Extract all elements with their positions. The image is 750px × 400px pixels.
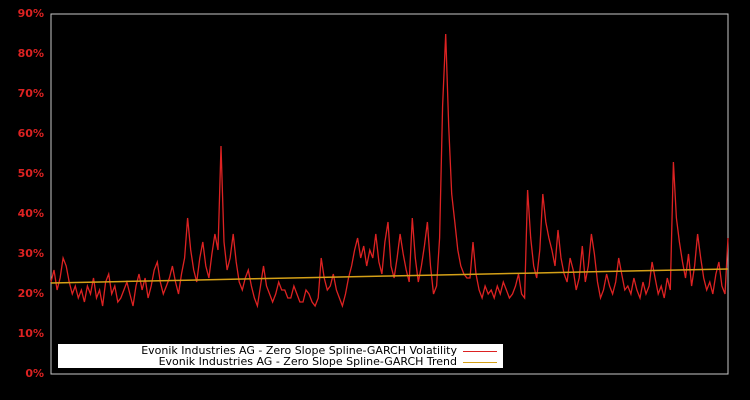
y-tick-label: 0% xyxy=(25,367,44,380)
y-tick-label: 80% xyxy=(17,47,44,60)
y-tick-label: 50% xyxy=(17,167,44,180)
y-tick-label: 10% xyxy=(17,327,44,340)
y-tick-label: 20% xyxy=(17,287,44,300)
y-tick-label: 90% xyxy=(17,7,44,20)
volatility-line xyxy=(50,33,729,309)
legend-item-volatility: Evonik Industries AG - Zero Slope Spline… xyxy=(141,345,503,357)
legend-label: Evonik Industries AG - Zero Slope Spline… xyxy=(141,344,457,357)
legend-swatch-gold xyxy=(463,361,497,363)
legend-label: Evonik Industries AG - Zero Slope Spline… xyxy=(158,355,457,368)
trend-line xyxy=(50,268,729,284)
y-tick-label: 40% xyxy=(17,207,44,220)
legend-item-trend: Evonik Industries AG - Zero Slope Spline… xyxy=(159,356,503,368)
plot-frame xyxy=(50,13,729,375)
y-tick-label: 60% xyxy=(17,127,44,140)
y-tick-label: 70% xyxy=(17,87,44,100)
legend-swatch-red xyxy=(463,350,497,352)
legend: Evonik Industries AG - Zero Slope Spline… xyxy=(58,344,503,368)
y-tick-label: 30% xyxy=(17,247,44,260)
